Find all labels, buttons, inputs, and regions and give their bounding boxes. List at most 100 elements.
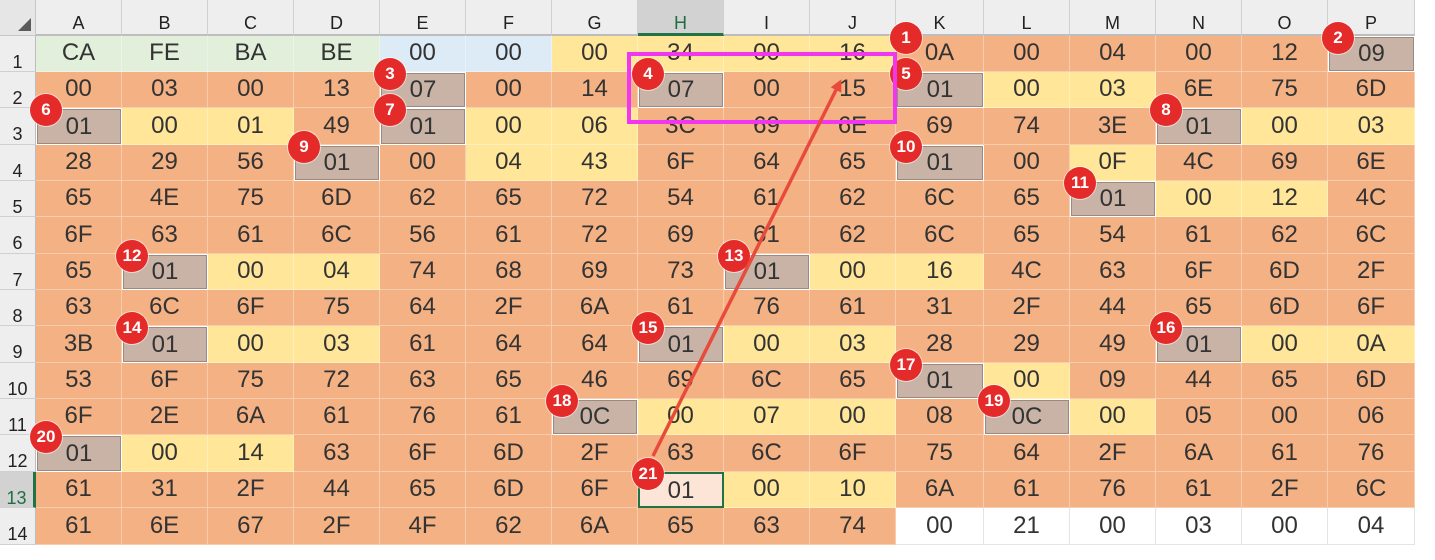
cell-f7[interactable]: 68	[466, 254, 552, 290]
cell-o7[interactable]: 6D	[1242, 254, 1328, 290]
column-header-m[interactable]: M	[1070, 0, 1156, 36]
cell-e12[interactable]: 6F	[380, 435, 466, 472]
cell-p10[interactable]: 6D	[1328, 363, 1415, 399]
cell-e13[interactable]: 65	[380, 472, 466, 508]
cell-l3[interactable]: 74	[984, 108, 1070, 145]
cell-c4[interactable]: 56	[208, 145, 294, 181]
cell-o12[interactable]: 61	[1242, 435, 1328, 472]
cell-p6[interactable]: 6C	[1328, 217, 1415, 254]
cell-o8[interactable]: 6D	[1242, 290, 1328, 326]
cell-a7[interactable]: 65	[36, 254, 122, 290]
cell-b10[interactable]: 6F	[122, 363, 208, 399]
cell-k12[interactable]: 75	[896, 435, 984, 472]
cell-g1[interactable]: 00	[552, 36, 638, 72]
cell-a9[interactable]: 3B	[36, 326, 122, 363]
cell-f8[interactable]: 2F	[466, 290, 552, 326]
cell-m7[interactable]: 63	[1070, 254, 1156, 290]
cell-c13[interactable]: 2F	[208, 472, 294, 508]
cell-e11[interactable]: 76	[380, 399, 466, 435]
cell-a1[interactable]: CA	[36, 36, 122, 72]
cell-b11[interactable]: 2E	[122, 399, 208, 435]
cell-g12[interactable]: 2F	[552, 435, 638, 472]
cell-g8[interactable]: 6A	[552, 290, 638, 326]
cell-b5[interactable]: 4E	[122, 181, 208, 217]
cell-m6[interactable]: 54	[1070, 217, 1156, 254]
cell-a10[interactable]: 53	[36, 363, 122, 399]
cell-n13[interactable]: 61	[1156, 472, 1242, 508]
cell-g5[interactable]: 72	[552, 181, 638, 217]
cell-k9[interactable]: 28	[896, 326, 984, 363]
cell-d7[interactable]: 04	[294, 254, 380, 290]
cell-n1[interactable]: 00	[1156, 36, 1242, 72]
cell-h4[interactable]: 6F	[638, 145, 724, 181]
row-header-14[interactable]: 14	[0, 508, 36, 545]
cell-c8[interactable]: 6F	[208, 290, 294, 326]
row-header-2[interactable]: 2	[0, 72, 36, 108]
cell-b1[interactable]: FE	[122, 36, 208, 72]
cell-p5[interactable]: 4C	[1328, 181, 1415, 217]
cell-f9[interactable]: 64	[466, 326, 552, 363]
cell-p12[interactable]: 76	[1328, 435, 1415, 472]
cell-i11[interactable]: 07	[724, 399, 810, 435]
row-header-7[interactable]: 7	[0, 254, 36, 290]
cell-c12[interactable]: 14	[208, 435, 294, 472]
cell-f1[interactable]: 00	[466, 36, 552, 72]
cell-k6[interactable]: 6C	[896, 217, 984, 254]
cell-j7[interactable]: 00	[810, 254, 896, 290]
cell-n12[interactable]: 6A	[1156, 435, 1242, 472]
cell-j14[interactable]: 74	[810, 508, 896, 545]
column-header-j[interactable]: J	[810, 0, 896, 36]
cell-n7[interactable]: 6F	[1156, 254, 1242, 290]
cell-h11[interactable]: 00	[638, 399, 724, 435]
cell-a4[interactable]: 28	[36, 145, 122, 181]
cell-d13[interactable]: 44	[294, 472, 380, 508]
cell-p13[interactable]: 6C	[1328, 472, 1415, 508]
cell-e9[interactable]: 61	[380, 326, 466, 363]
cell-n6[interactable]: 61	[1156, 217, 1242, 254]
cell-d1[interactable]: BE	[294, 36, 380, 72]
row-header-4[interactable]: 4	[0, 145, 36, 181]
cell-e10[interactable]: 63	[380, 363, 466, 399]
cell-f6[interactable]: 61	[466, 217, 552, 254]
cell-f5[interactable]: 65	[466, 181, 552, 217]
cell-e5[interactable]: 62	[380, 181, 466, 217]
cell-m3[interactable]: 3E	[1070, 108, 1156, 145]
column-header-l[interactable]: L	[984, 0, 1070, 36]
cell-c10[interactable]: 75	[208, 363, 294, 399]
cell-o1[interactable]: 12	[1242, 36, 1328, 72]
cell-f10[interactable]: 65	[466, 363, 552, 399]
cell-a12[interactable]: 01	[36, 435, 122, 472]
cell-h7[interactable]: 73	[638, 254, 724, 290]
cell-j11[interactable]: 00	[810, 399, 896, 435]
cell-m8[interactable]: 44	[1070, 290, 1156, 326]
cell-b4[interactable]: 29	[122, 145, 208, 181]
cell-e4[interactable]: 00	[380, 145, 466, 181]
cell-d9[interactable]: 03	[294, 326, 380, 363]
cell-i14[interactable]: 63	[724, 508, 810, 545]
column-header-f[interactable]: F	[466, 0, 552, 36]
cell-j10[interactable]: 65	[810, 363, 896, 399]
cell-d2[interactable]: 13	[294, 72, 380, 108]
cell-e8[interactable]: 64	[380, 290, 466, 326]
cell-o9[interactable]: 00	[1242, 326, 1328, 363]
cell-b7[interactable]: 01	[122, 254, 208, 290]
cell-l9[interactable]: 29	[984, 326, 1070, 363]
cell-e6[interactable]: 56	[380, 217, 466, 254]
cell-l4[interactable]: 00	[984, 145, 1070, 181]
cell-m11[interactable]: 00	[1070, 399, 1156, 435]
cell-e7[interactable]: 74	[380, 254, 466, 290]
cell-b13[interactable]: 31	[122, 472, 208, 508]
cell-p4[interactable]: 6E	[1328, 145, 1415, 181]
cell-m13[interactable]: 76	[1070, 472, 1156, 508]
row-header-8[interactable]: 8	[0, 290, 36, 326]
cell-o14[interactable]: 00	[1242, 508, 1328, 545]
cell-m12[interactable]: 2F	[1070, 435, 1156, 472]
cell-d14[interactable]: 2F	[294, 508, 380, 545]
row-header-13[interactable]: 13	[0, 472, 36, 508]
cell-o2[interactable]: 75	[1242, 72, 1328, 108]
cell-g2[interactable]: 14	[552, 72, 638, 108]
row-header-11[interactable]: 11	[0, 399, 36, 435]
cell-j6[interactable]: 62	[810, 217, 896, 254]
column-header-a[interactable]: A	[36, 0, 122, 36]
cell-o10[interactable]: 65	[1242, 363, 1328, 399]
